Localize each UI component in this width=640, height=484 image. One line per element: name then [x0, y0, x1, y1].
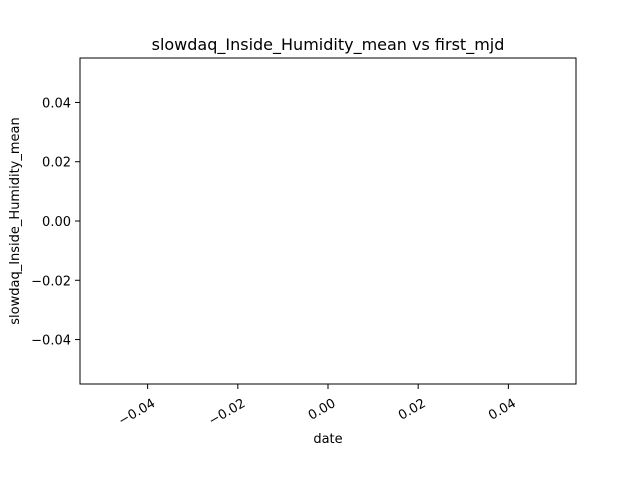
y-axis-label: slowdaq_Inside_Humidity_mean — [8, 117, 23, 324]
x-axis-label: date — [313, 432, 342, 447]
x-tick-label: 0.00 — [306, 396, 339, 423]
x-tick-label: 0.04 — [486, 396, 519, 423]
chart-title: slowdaq_Inside_Humidity_mean vs first_mj… — [152, 35, 505, 55]
x-tick-label: 0.02 — [396, 396, 429, 423]
x-axis-ticks: −0.04 −0.02 0.00 0.02 0.04 — [116, 384, 519, 429]
y-axis-ticks: 0.04 0.02 0.00 −0.02 −0.04 — [31, 96, 80, 349]
y-tick-label: 0.04 — [42, 96, 71, 111]
y-tick-label: −0.02 — [31, 274, 71, 289]
y-tick-label: −0.04 — [31, 334, 71, 349]
y-tick-label: 0.02 — [42, 156, 71, 171]
x-tick-label: −0.02 — [206, 396, 248, 429]
y-tick-label: 0.00 — [42, 215, 71, 230]
x-tick-label: −0.04 — [116, 396, 158, 429]
plot-area-frame — [79, 57, 577, 385]
